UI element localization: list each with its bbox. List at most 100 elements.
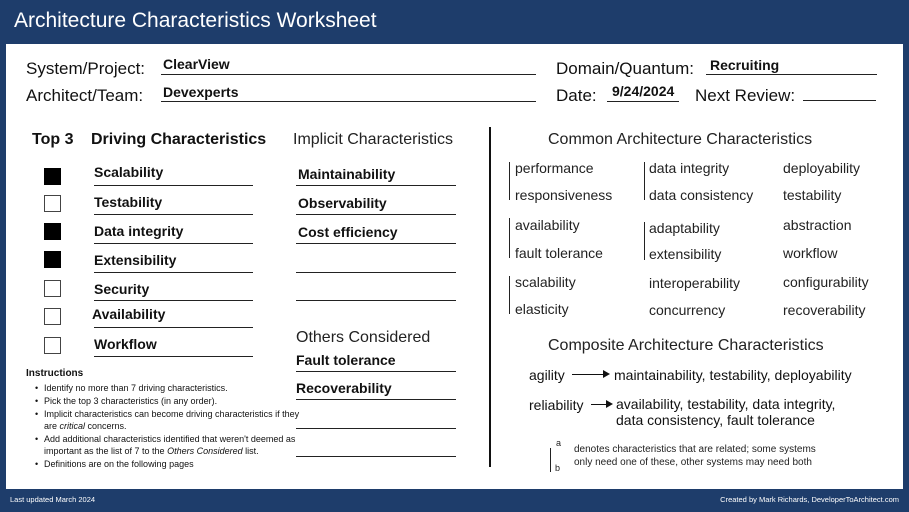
driving-item-2[interactable]: Testability: [94, 194, 163, 210]
footer-bar: Last updated March 2024 Created by Mark …: [0, 489, 909, 512]
column-divider: [489, 127, 491, 467]
composite-agility-value: maintainability, testability, deployabil…: [614, 367, 852, 383]
footer-credit: Created by Mark Richards, DeveloperToArc…: [720, 495, 899, 504]
related-bracket-1: [509, 162, 510, 200]
architect-value[interactable]: Devexperts: [163, 84, 239, 100]
instructions-list: Identify no more than 7 driving characte…: [32, 382, 306, 471]
driving-item-1[interactable]: Scalability: [94, 164, 164, 180]
legend-a: a: [556, 438, 562, 448]
common-c3-2: testability: [783, 187, 842, 203]
instruction-4: Add additional characteristics identifie…: [35, 433, 306, 457]
driving-item-4[interactable]: Extensibility: [94, 252, 177, 268]
top3-checkbox-3[interactable]: [44, 223, 61, 240]
common-c3-6: recoverability: [783, 302, 866, 318]
implicit-underline-1: [296, 185, 456, 186]
driving-item-3[interactable]: Data integrity: [94, 223, 184, 239]
instruction-5: Definitions are on the following pages: [35, 458, 306, 470]
driving-underline-5: [94, 300, 253, 301]
common-c3-3: abstraction: [783, 217, 852, 233]
common-c3-1: deployability: [783, 160, 861, 176]
others-underline-3: [296, 428, 456, 429]
driving-underline-6: [94, 327, 253, 328]
top3-checkbox-7[interactable]: [44, 337, 61, 354]
driving-item-5[interactable]: Security: [94, 281, 150, 297]
others-underline-2: [296, 399, 456, 400]
common-c2-6: concurrency: [649, 302, 726, 318]
system-value[interactable]: ClearView: [163, 56, 230, 72]
domain-label: Domain/Quantum:: [556, 59, 694, 78]
driving-item-7[interactable]: Workflow: [94, 336, 157, 352]
architect-label: Architect/Team:: [26, 86, 144, 105]
driving-heading: Driving Characteristics: [91, 131, 267, 148]
composite-name-reliability: reliability: [529, 397, 584, 413]
implicit-item-1[interactable]: Maintainability: [298, 166, 396, 182]
common-c3-5: configurability: [783, 274, 869, 290]
driving-underline-7: [94, 356, 253, 357]
review-label: Next Review:: [695, 86, 796, 105]
common-c1-1: performance: [515, 160, 594, 176]
top3-checkbox-2[interactable]: [44, 195, 61, 212]
related-bracket-2: [509, 218, 510, 258]
system-underline: [161, 74, 536, 75]
common-heading: Common Architecture Characteristics: [548, 131, 813, 148]
top3-checkbox-6[interactable]: [44, 308, 61, 325]
others-underline-1: [296, 371, 456, 372]
common-c2-3: adaptability: [649, 220, 720, 236]
driving-underline-1: [94, 185, 253, 186]
common-c3-4: workflow: [783, 245, 838, 261]
instruction-3: Implicit characteristics can become driv…: [35, 408, 306, 432]
system-label: System/Project:: [26, 59, 146, 78]
top3-checkbox-1[interactable]: [44, 168, 61, 185]
domain-underline: [706, 74, 877, 75]
related-bracket-3: [509, 276, 510, 314]
page-title: Architecture Characteristics Worksheet: [14, 9, 377, 32]
implicit-underline-5: [296, 300, 456, 301]
common-c2-1: data integrity: [649, 160, 730, 176]
others-item-2[interactable]: Recoverability: [296, 380, 392, 396]
arrow-right-icon: [591, 400, 613, 408]
implicit-item-3[interactable]: Cost efficiency: [298, 224, 398, 240]
domain-value[interactable]: Recruiting: [710, 57, 780, 73]
driving-underline-3: [94, 243, 253, 244]
legend-bracket: [550, 448, 551, 472]
title-bar: Architecture Characteristics Worksheet: [0, 0, 909, 44]
date-underline: [607, 101, 679, 102]
related-bracket-4: [644, 162, 645, 200]
implicit-underline-2: [296, 214, 456, 215]
review-underline: [803, 100, 876, 101]
implicit-item-2[interactable]: Observability: [298, 195, 387, 211]
footer-updated: Last updated March 2024: [10, 495, 96, 504]
others-underline-4: [296, 456, 456, 457]
related-bracket-5: [644, 222, 645, 260]
arrow-right-icon: [572, 370, 610, 378]
implicit-underline-3: [296, 243, 456, 244]
legend-text-2: only need one of these, other systems ma…: [574, 457, 812, 468]
instruction-1: Identify no more than 7 driving characte…: [35, 382, 306, 394]
others-heading: Others Considered: [296, 329, 431, 346]
common-c1-6: elasticity: [515, 301, 569, 317]
top3-checkbox-5[interactable]: [44, 280, 61, 297]
driving-underline-2: [94, 214, 253, 215]
implicit-heading: Implicit Characteristics: [293, 131, 454, 148]
common-c2-5: interoperability: [649, 275, 741, 291]
date-label: Date:: [556, 86, 597, 105]
legend-text-1: denotes characteristics that are related…: [574, 444, 816, 455]
common-c1-4: fault tolerance: [515, 245, 603, 261]
others-item-1[interactable]: Fault tolerance: [296, 352, 396, 368]
driving-item-6[interactable]: Availability: [92, 306, 166, 322]
date-value[interactable]: 9/24/2024: [612, 83, 675, 99]
top3-heading: Top 3: [32, 131, 74, 148]
composite-reliability-value-1: availability, testability, data integrit…: [616, 396, 836, 412]
common-c1-5: scalability: [515, 274, 576, 290]
common-c1-3: availability: [515, 217, 580, 233]
implicit-underline-4: [296, 272, 456, 273]
composite-heading: Composite Architecture Characteristics: [548, 337, 824, 354]
architect-underline: [161, 101, 536, 102]
instructions-heading: Instructions: [26, 368, 84, 379]
instruction-2: Pick the top 3 characteristics (in any o…: [35, 395, 306, 407]
common-c2-2: data consistency: [649, 187, 754, 203]
top3-checkbox-4[interactable]: [44, 251, 61, 268]
common-c1-2: responsiveness: [515, 187, 613, 203]
driving-underline-4: [94, 272, 253, 273]
